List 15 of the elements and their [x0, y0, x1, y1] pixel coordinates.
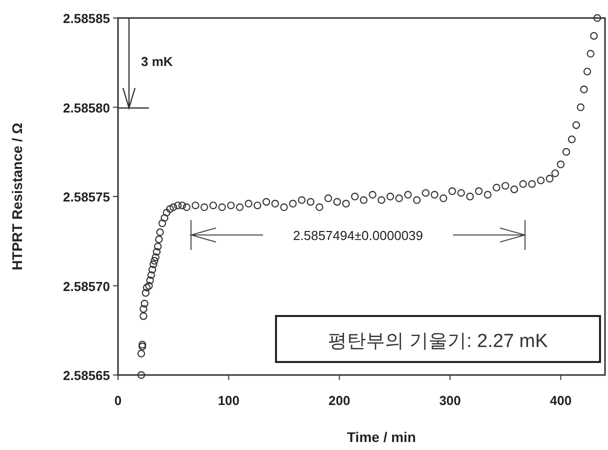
- x-tick-label: 200: [328, 393, 350, 408]
- annotation: 평탄부의 기울기: 2.27 mK: [328, 331, 548, 352]
- y-tick-label: 2.58580: [63, 100, 110, 116]
- x-tick-label: 0: [114, 393, 122, 408]
- x-axis-title: Time / min: [347, 429, 416, 445]
- y-tick-label: 2.58585: [63, 11, 110, 26]
- y-tick-label: 2.58570: [63, 278, 110, 294]
- x-tick-label: 100: [218, 393, 240, 408]
- y-tick-label: 2.58575: [63, 190, 110, 204]
- annotation: 3 mK: [141, 54, 174, 69]
- x-tick-label: 400: [550, 393, 572, 408]
- x-tick-label: 300: [439, 393, 461, 408]
- annotation: 2.5857494±0.0000039: [292, 228, 424, 243]
- y-axis-title: HTPRT Resistance / Ω: [9, 122, 25, 270]
- y-tick-label: 2.58565: [63, 368, 110, 383]
